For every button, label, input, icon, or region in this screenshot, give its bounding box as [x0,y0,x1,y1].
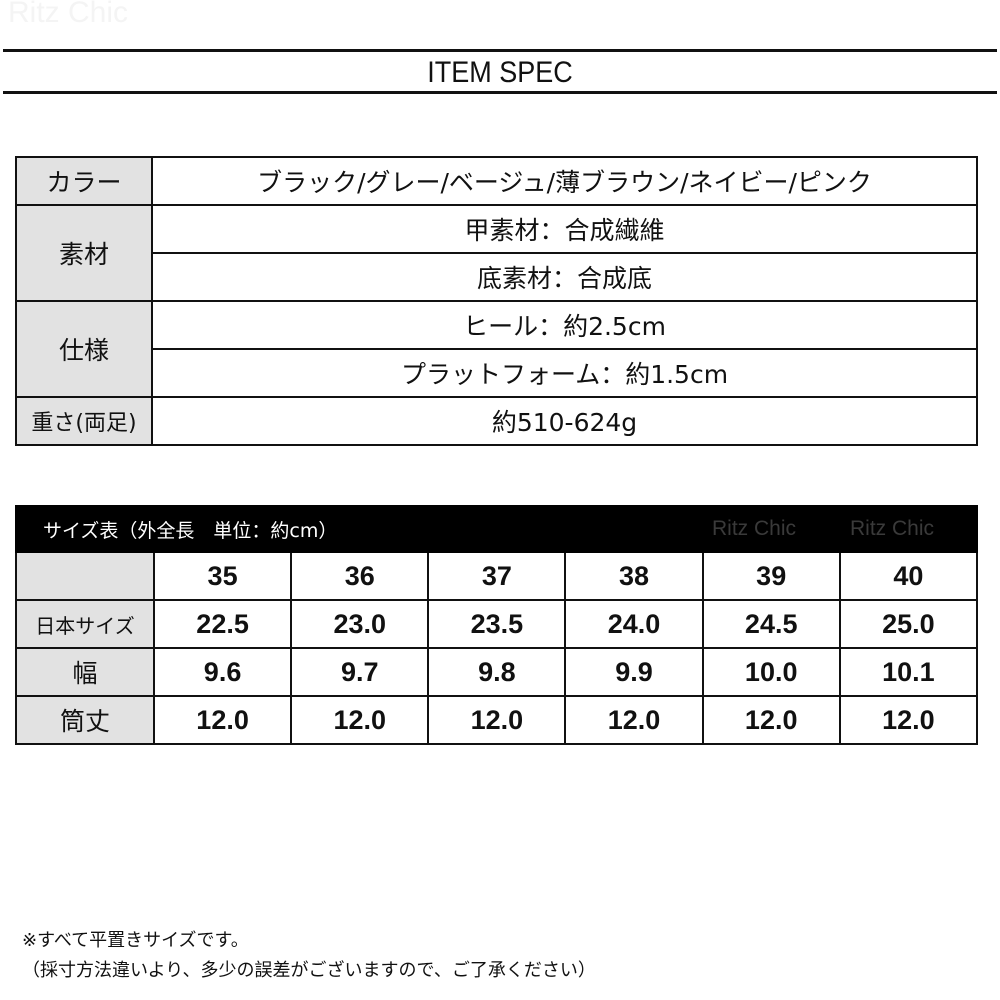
spec-row-color: カラー ブラック/グレー/ベージュ/薄ブラウン/ネイビー/ピンク [15,156,978,206]
cell: 12.0 [290,695,430,745]
spec-table: カラー ブラック/グレー/ベージュ/薄ブラウン/ネイビー/ピンク 素材 甲素材：… [15,156,978,446]
cell: 9.9 [564,647,704,697]
table-row: 幅 9.6 9.7 9.8 9.9 10.0 10.1 [15,647,979,697]
table-row: 筒丈 12.0 12.0 12.0 12.0 12.0 12.0 [15,695,979,745]
cell: 22.5 [152,599,293,649]
size-header: 40 [838,551,979,601]
size-table-title: サイズ表（外全長 単位：約cm） [43,519,338,542]
weight-label: 重さ(両足) [15,396,153,446]
cell: 12.0 [564,695,704,745]
cell: 9.6 [152,647,293,697]
cell: 23.5 [427,599,567,649]
row-label: 幅 [15,647,155,697]
spec-label: 仕様 [15,300,153,398]
size-header: 36 [290,551,430,601]
row-label: 日本サイズ [15,599,155,649]
note: ※すべて平置きサイズです。 [22,930,249,951]
cell: 23.0 [290,599,430,649]
cell: 10.0 [701,647,841,697]
size-header: 37 [427,551,567,601]
cell: 24.0 [564,599,704,649]
watermark: Ritz Chic [850,517,935,540]
divider [3,49,997,52]
size-header: 35 [152,551,293,601]
watermark: Ritz Chic [8,0,129,29]
size-header: 38 [564,551,704,601]
cell: 12.0 [427,695,567,745]
material-upper: 甲素材：合成繊維 [151,204,978,254]
color-label: カラー [15,156,153,206]
cell: 9.7 [290,647,430,697]
note: （採寸方法違いより、多少の誤差がございますので、ご了承ください） [22,960,596,981]
spec-row-spec: 仕様 ヒール：約2.5cm [15,300,978,398]
cell: 24.5 [701,599,841,649]
cell: 9.8 [427,647,567,697]
spec-platform: プラットフォーム：約1.5cm [151,348,978,398]
table-row: 日本サイズ 22.5 23.0 23.5 24.0 24.5 25.0 [15,599,979,649]
spec-row-weight: 重さ(両足) 約510-624g [15,396,978,446]
spec-heel: ヒール：約2.5cm [151,300,978,350]
size-table-header: サイズ表（外全長 単位：約cm） Ritz Chic Ritz Chic [15,505,978,553]
size-table: サイズ表（外全長 単位：約cm） Ritz Chic Ritz Chic 35 … [15,505,979,745]
divider [3,91,997,94]
weight-value: 約510-624g [151,396,978,446]
cell: 25.0 [838,599,979,649]
spec-row-material: 素材 甲素材：合成繊維 [15,204,978,302]
corner-cell [15,551,155,601]
size-header: 39 [701,551,841,601]
watermark: Ritz Chic [712,517,797,540]
cell: 12.0 [838,695,979,745]
size-row-header: 35 36 37 38 39 40 [15,551,979,601]
material-label: 素材 [15,204,153,302]
color-value: ブラック/グレー/ベージュ/薄ブラウン/ネイビー/ピンク [151,156,978,206]
page-title: ITEM SPEC [427,56,573,89]
row-label: 筒丈 [15,695,155,745]
material-sole: 底素材：合成底 [151,252,978,302]
cell: 10.1 [838,647,979,697]
cell: 12.0 [701,695,841,745]
cell: 12.0 [152,695,293,745]
